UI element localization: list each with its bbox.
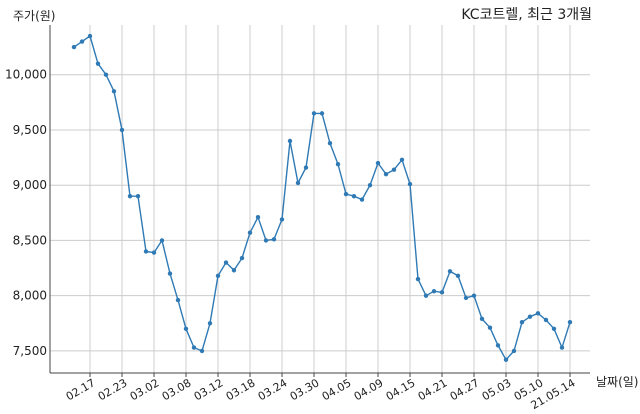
x-tick-label: 04.21 — [416, 376, 450, 403]
data-point — [183, 326, 189, 332]
x-tick-label: 04.05 — [320, 376, 354, 403]
data-point — [359, 197, 365, 202]
x-tick-label: 03.24 — [256, 376, 290, 403]
data-point — [431, 289, 437, 294]
x-tick-label: 03.02 — [128, 376, 162, 403]
data-point — [271, 237, 277, 242]
x-tick-label: 03.18 — [224, 376, 258, 403]
data-point — [391, 167, 397, 172]
x-tick-label: 04.27 — [448, 376, 482, 403]
data-point — [159, 238, 165, 243]
data-point — [287, 138, 293, 144]
data-point — [519, 319, 525, 325]
y-tick-label: 8,500 — [13, 233, 47, 247]
data-point — [383, 171, 389, 177]
x-tick-label: 05.03 — [480, 376, 514, 403]
data-point — [455, 273, 461, 278]
data-point — [95, 61, 101, 66]
data-point — [543, 317, 549, 323]
data-point — [143, 249, 149, 254]
data-point — [567, 319, 573, 325]
data-point — [423, 293, 429, 298]
data-point — [303, 165, 309, 170]
data-point — [231, 268, 237, 273]
x-tick-label: 03.08 — [160, 376, 194, 403]
y-tick-label: 8,000 — [13, 289, 47, 303]
data-point — [319, 111, 325, 116]
series-line — [73, 35, 571, 361]
data-point — [471, 293, 477, 298]
data-point — [127, 194, 133, 199]
data-point — [295, 180, 301, 186]
data-point — [111, 89, 117, 94]
y-axis-title: 주가(원) — [13, 9, 55, 23]
data-point — [375, 160, 381, 166]
data-point — [343, 191, 349, 197]
data-point — [167, 271, 173, 276]
data-point — [367, 182, 373, 188]
data-point — [311, 111, 317, 116]
data-point — [119, 127, 125, 133]
y-tick-label: 9,000 — [13, 178, 47, 192]
grid-lines — [50, 25, 590, 373]
data-point — [175, 297, 181, 303]
data-point — [463, 295, 469, 301]
data-point — [223, 260, 229, 265]
data-point — [535, 311, 541, 316]
data-point — [199, 348, 205, 354]
data-point — [327, 141, 333, 146]
x-tick-label: 02.17 — [64, 376, 98, 403]
data-point — [495, 343, 501, 348]
data-point — [215, 273, 221, 278]
data-point — [263, 238, 269, 243]
data-point — [487, 325, 493, 330]
data-point — [407, 181, 413, 187]
data-point — [71, 44, 77, 50]
data-point — [447, 269, 453, 274]
data-point — [247, 230, 253, 235]
data-point — [255, 215, 261, 220]
data-point — [527, 314, 533, 319]
data-point — [191, 345, 197, 350]
data-point — [479, 316, 485, 322]
x-tick-label: 03.30 — [288, 376, 322, 403]
series-group — [71, 33, 573, 362]
data-point — [551, 326, 557, 332]
data-point — [239, 255, 245, 261]
data-point — [207, 321, 213, 326]
data-point — [87, 33, 93, 39]
data-point — [511, 348, 517, 354]
data-point — [151, 250, 157, 255]
data-point — [399, 157, 405, 162]
tick-labels: 7,500 8,000 8,500 9,000 9,500 10,000 02.1702.2… — [5, 68, 578, 412]
data-point — [351, 194, 357, 199]
y-tick-label: 10,000 — [5, 68, 47, 82]
y-tick-label: 7,500 — [13, 344, 47, 358]
x-tick-label: 03.12 — [192, 376, 226, 403]
data-point — [79, 39, 85, 44]
data-point — [439, 290, 445, 295]
axes — [49, 25, 590, 377]
x-axis-title: 날짜(일) — [596, 375, 638, 389]
y-tick-label: 9,500 — [13, 123, 47, 137]
chart-title: KC코트렐, 최근 3개월 — [461, 7, 592, 23]
data-point — [135, 194, 141, 199]
data-point — [503, 357, 509, 362]
data-point — [415, 276, 421, 282]
data-point — [279, 217, 285, 222]
data-point — [559, 345, 565, 350]
x-tick-label: 02.23 — [96, 376, 130, 403]
data-point — [103, 72, 109, 77]
x-tick-label: 04.15 — [384, 376, 418, 403]
x-tick-label: 04.09 — [352, 376, 386, 403]
data-point — [335, 162, 341, 167]
